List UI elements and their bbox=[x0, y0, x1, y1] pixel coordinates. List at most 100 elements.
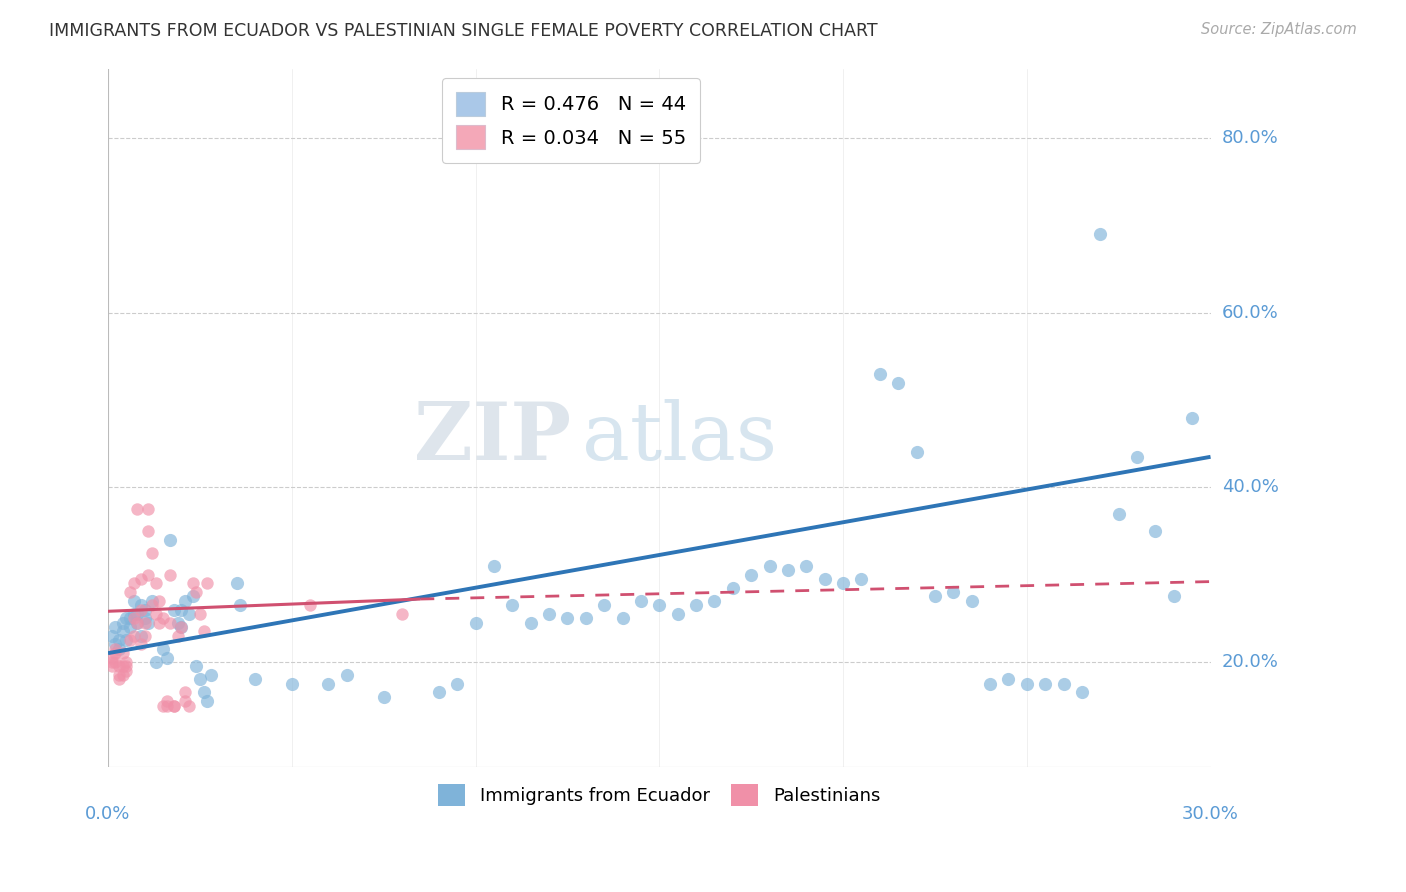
Point bbox=[104, 637, 127, 651]
Point bbox=[152, 611, 174, 625]
Point bbox=[170, 602, 193, 616]
Point bbox=[391, 607, 413, 621]
Point bbox=[1033, 676, 1056, 690]
Point bbox=[776, 563, 799, 577]
Text: 30.0%: 30.0% bbox=[1182, 805, 1239, 823]
Point bbox=[122, 607, 145, 621]
Point bbox=[104, 620, 127, 634]
Point bbox=[181, 576, 204, 591]
Point bbox=[141, 594, 163, 608]
Point bbox=[111, 668, 134, 682]
Point bbox=[195, 694, 218, 708]
Point bbox=[1108, 507, 1130, 521]
Point bbox=[1163, 590, 1185, 604]
Point bbox=[141, 546, 163, 560]
Point bbox=[177, 607, 200, 621]
Point bbox=[537, 607, 560, 621]
Point bbox=[299, 598, 322, 612]
Point bbox=[427, 685, 450, 699]
Point bbox=[129, 629, 152, 643]
Point bbox=[122, 594, 145, 608]
Point bbox=[593, 598, 616, 612]
Point bbox=[186, 585, 208, 599]
Point bbox=[122, 611, 145, 625]
Point bbox=[1144, 524, 1167, 538]
Point bbox=[997, 673, 1019, 687]
Point bbox=[127, 615, 149, 630]
Point bbox=[127, 607, 149, 621]
Point bbox=[100, 655, 122, 669]
Point bbox=[575, 611, 598, 625]
Point bbox=[612, 611, 634, 625]
Text: 20.0%: 20.0% bbox=[1222, 653, 1278, 671]
Point bbox=[129, 637, 152, 651]
Point bbox=[141, 598, 163, 612]
Point bbox=[100, 629, 122, 643]
Point bbox=[138, 567, 160, 582]
Point bbox=[134, 629, 156, 643]
Point bbox=[156, 698, 179, 713]
Point bbox=[108, 659, 131, 673]
Point bbox=[170, 620, 193, 634]
Text: Source: ZipAtlas.com: Source: ZipAtlas.com bbox=[1201, 22, 1357, 37]
Point bbox=[166, 629, 188, 643]
Point bbox=[188, 607, 211, 621]
Point bbox=[129, 572, 152, 586]
Point bbox=[138, 524, 160, 538]
Point bbox=[1090, 227, 1112, 242]
Point bbox=[159, 567, 181, 582]
Point bbox=[100, 659, 122, 673]
Point bbox=[163, 602, 186, 616]
Text: 0.0%: 0.0% bbox=[86, 805, 131, 823]
Point bbox=[129, 602, 152, 616]
Point bbox=[127, 615, 149, 630]
Point bbox=[942, 585, 965, 599]
Point bbox=[118, 620, 141, 634]
Point bbox=[721, 581, 744, 595]
Point bbox=[170, 620, 193, 634]
Point bbox=[960, 594, 983, 608]
Point bbox=[186, 659, 208, 673]
Point bbox=[832, 576, 855, 591]
Point bbox=[193, 624, 215, 639]
Point bbox=[111, 646, 134, 660]
Point bbox=[104, 655, 127, 669]
Point bbox=[134, 611, 156, 625]
Point bbox=[1126, 450, 1149, 464]
Point bbox=[905, 445, 928, 459]
Point bbox=[115, 633, 138, 648]
Text: 40.0%: 40.0% bbox=[1222, 478, 1278, 496]
Point bbox=[148, 594, 170, 608]
Point bbox=[145, 576, 167, 591]
Point bbox=[174, 694, 197, 708]
Point bbox=[685, 598, 707, 612]
Text: 80.0%: 80.0% bbox=[1222, 129, 1278, 147]
Point bbox=[104, 641, 127, 656]
Point bbox=[134, 615, 156, 630]
Point bbox=[1015, 676, 1038, 690]
Point bbox=[138, 615, 160, 630]
Point bbox=[129, 598, 152, 612]
Point bbox=[758, 558, 780, 573]
Point bbox=[163, 698, 186, 713]
Point bbox=[127, 502, 149, 516]
Point bbox=[152, 641, 174, 656]
Point bbox=[111, 615, 134, 630]
Point bbox=[740, 567, 762, 582]
Legend: Immigrants from Ecuador, Palestinians: Immigrants from Ecuador, Palestinians bbox=[432, 777, 887, 814]
Point bbox=[145, 655, 167, 669]
Point bbox=[152, 698, 174, 713]
Point bbox=[188, 673, 211, 687]
Point bbox=[869, 367, 891, 381]
Text: ZIP: ZIP bbox=[413, 400, 571, 477]
Point bbox=[115, 655, 138, 669]
Point bbox=[243, 673, 266, 687]
Point bbox=[108, 641, 131, 656]
Point bbox=[924, 590, 946, 604]
Point bbox=[108, 668, 131, 682]
Point bbox=[1052, 676, 1074, 690]
Point bbox=[115, 659, 138, 673]
Point bbox=[464, 615, 486, 630]
Point bbox=[1181, 410, 1204, 425]
Point bbox=[100, 650, 122, 665]
